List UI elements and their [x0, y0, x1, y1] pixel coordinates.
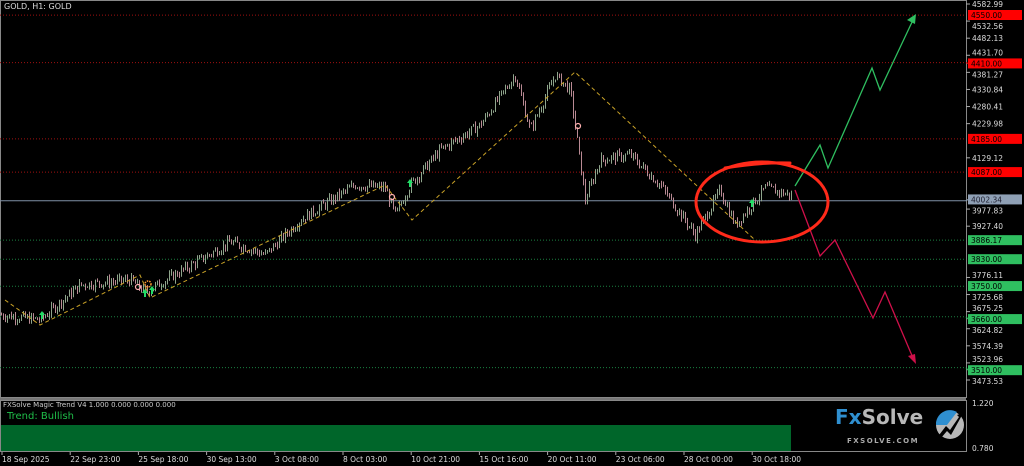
logo-fx: Fx	[835, 405, 862, 429]
price-tick-label: 4431.70	[972, 48, 1003, 57]
support-level-tag	[968, 254, 1022, 265]
price-tick-label: 4381.27	[972, 70, 1003, 79]
support-level-tag	[968, 365, 1022, 376]
time-tick-label: 28 Oct 00:00	[684, 455, 733, 464]
price-tick-label: 4129.12	[972, 154, 1003, 163]
indicator-axis-label: 1.220	[972, 399, 994, 408]
support-level-label: 3510.00	[971, 366, 1002, 375]
support-level-leader	[965, 316, 969, 320]
bullish-projection-line	[794, 19, 914, 187]
chart-title: GOLD, H1: GOLD	[4, 2, 72, 11]
highlight-stroke-tail	[723, 161, 792, 170]
support-level-label: 3886.17	[971, 236, 1002, 245]
buy-arrow-icon	[149, 286, 155, 294]
trend-label: Trend: Bullish	[7, 411, 74, 422]
price-tick-label: 3725.68	[972, 293, 1003, 302]
support-level-label: 3750.00	[971, 282, 1002, 291]
price-tick-label: 3675.25	[972, 304, 1003, 313]
trend-histogram	[1, 425, 791, 451]
price-tick-label: 3624.82	[972, 326, 1003, 335]
time-tick-label: 20 Oct 11:00	[548, 455, 597, 464]
support-level-tag	[968, 235, 1022, 246]
time-tick-label: 10 Oct 21:00	[411, 455, 460, 464]
time-tick-label: 8 Oct 03:00	[343, 455, 387, 464]
up-arrowhead-icon	[907, 14, 916, 24]
indicator-name: FXSolve Magic Trend V4 1.000 0.000 0.000…	[3, 401, 176, 409]
time-tick-label: 18 Sep 2025	[2, 455, 50, 464]
support-level-leader	[965, 367, 969, 371]
resistance-level-label: 4410.00	[971, 59, 1002, 68]
time-tick-label: 22 Sep 23:00	[70, 455, 120, 464]
down-arrowhead-icon	[908, 354, 916, 364]
time-tick-label: 3 Oct 08:00	[275, 455, 319, 464]
support-level-label: 3830.00	[971, 255, 1002, 264]
highlight-ellipse	[694, 160, 830, 244]
buy-arrow-icon	[142, 289, 148, 297]
logo-arrow-icon	[933, 410, 964, 445]
time-tick-label: 30 Oct 18:00	[752, 455, 801, 464]
current-price-leader	[965, 199, 969, 202]
buy-arrow-icon	[407, 179, 413, 187]
resistance-level-label: 4550.00	[971, 11, 1002, 20]
resistance-level-tag	[968, 58, 1022, 69]
buy-arrow-icon	[749, 199, 755, 207]
sell-signal-circle-icon	[388, 193, 396, 201]
signal-sun-icon	[144, 280, 152, 288]
sell-signal-circle-icon	[134, 283, 142, 291]
time-tick-label: 30 Sep 13:00	[207, 455, 257, 464]
logo-url: FXSOLVE.COM	[847, 437, 920, 445]
time-tick-label: 23 Oct 06:00	[616, 455, 665, 464]
price-tick-label: 3977.83	[972, 206, 1003, 215]
support-level-label: 3660.00	[971, 315, 1002, 324]
current-price-label: 4002.34	[971, 195, 1002, 204]
price-panel-frame	[0, 0, 967, 398]
bearish-projection-line	[794, 189, 914, 359]
price-tick-label: 3574.39	[972, 342, 1003, 351]
resistance-level-label: 4087.00	[971, 168, 1002, 177]
resistance-level-tag	[968, 10, 1022, 21]
support-level-tag	[968, 281, 1022, 292]
time-tick-label: 25 Sep 18:00	[138, 455, 188, 464]
price-tick-label: 4229.98	[972, 120, 1003, 129]
price-tick-label: 4330.84	[972, 85, 1003, 94]
resistance-level-tag	[968, 133, 1022, 144]
price-tick-label: 4280.41	[972, 103, 1003, 112]
price-tick-label: 3776.11	[972, 271, 1003, 280]
price-tick-label: 3473.53	[972, 377, 1003, 386]
zigzag-line	[4, 71, 756, 326]
fxsolve-logo: FxSolve FXSOLVE.COM	[835, 405, 965, 450]
resistance-level-leader	[965, 62, 969, 64]
price-tick-label: 3927.40	[972, 222, 1003, 231]
sell-signal-circle-icon	[574, 122, 582, 130]
time-tick-label: 15 Oct 16:00	[479, 455, 528, 464]
buy-arrow-icon	[39, 311, 45, 319]
indicator-panel-frame	[0, 400, 967, 452]
support-level-tag	[968, 314, 1022, 325]
price-tick-label: 4482.13	[972, 34, 1003, 43]
price-tick-label: 3523.96	[972, 355, 1003, 364]
resistance-level-label: 4185.00	[971, 135, 1002, 144]
resistance-level-tag	[968, 167, 1022, 178]
price-tick-label: 4582.99	[972, 0, 1003, 9]
indicator-axis-label: 0.780	[972, 444, 994, 453]
logo-solve: Solve	[861, 405, 924, 429]
price-tick-label: 4532.56	[972, 22, 1003, 31]
current-price-tag	[968, 194, 1022, 205]
